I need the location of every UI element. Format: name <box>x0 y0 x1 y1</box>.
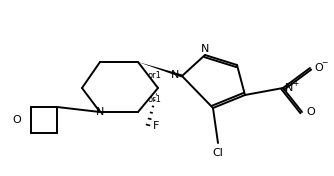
Text: Cl: Cl <box>212 148 223 158</box>
Text: O: O <box>306 107 315 117</box>
Polygon shape <box>138 62 182 77</box>
Text: O: O <box>314 63 323 73</box>
Text: or1: or1 <box>148 96 162 105</box>
Text: +: + <box>292 78 298 87</box>
Text: N: N <box>96 107 104 117</box>
Text: or1: or1 <box>148 71 162 80</box>
Text: N: N <box>285 83 293 93</box>
Text: O: O <box>13 115 21 125</box>
Text: F: F <box>153 121 159 131</box>
Text: −: − <box>321 58 327 68</box>
Text: N: N <box>171 70 179 80</box>
Text: N: N <box>201 44 209 54</box>
